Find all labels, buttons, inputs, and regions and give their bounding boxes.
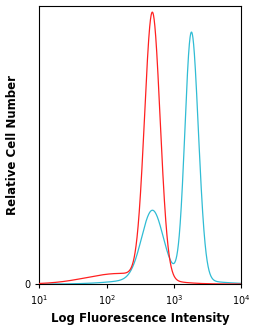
X-axis label: Log Fluorescence Intensity: Log Fluorescence Intensity <box>51 312 230 325</box>
Y-axis label: Relative Cell Number: Relative Cell Number <box>6 75 18 215</box>
